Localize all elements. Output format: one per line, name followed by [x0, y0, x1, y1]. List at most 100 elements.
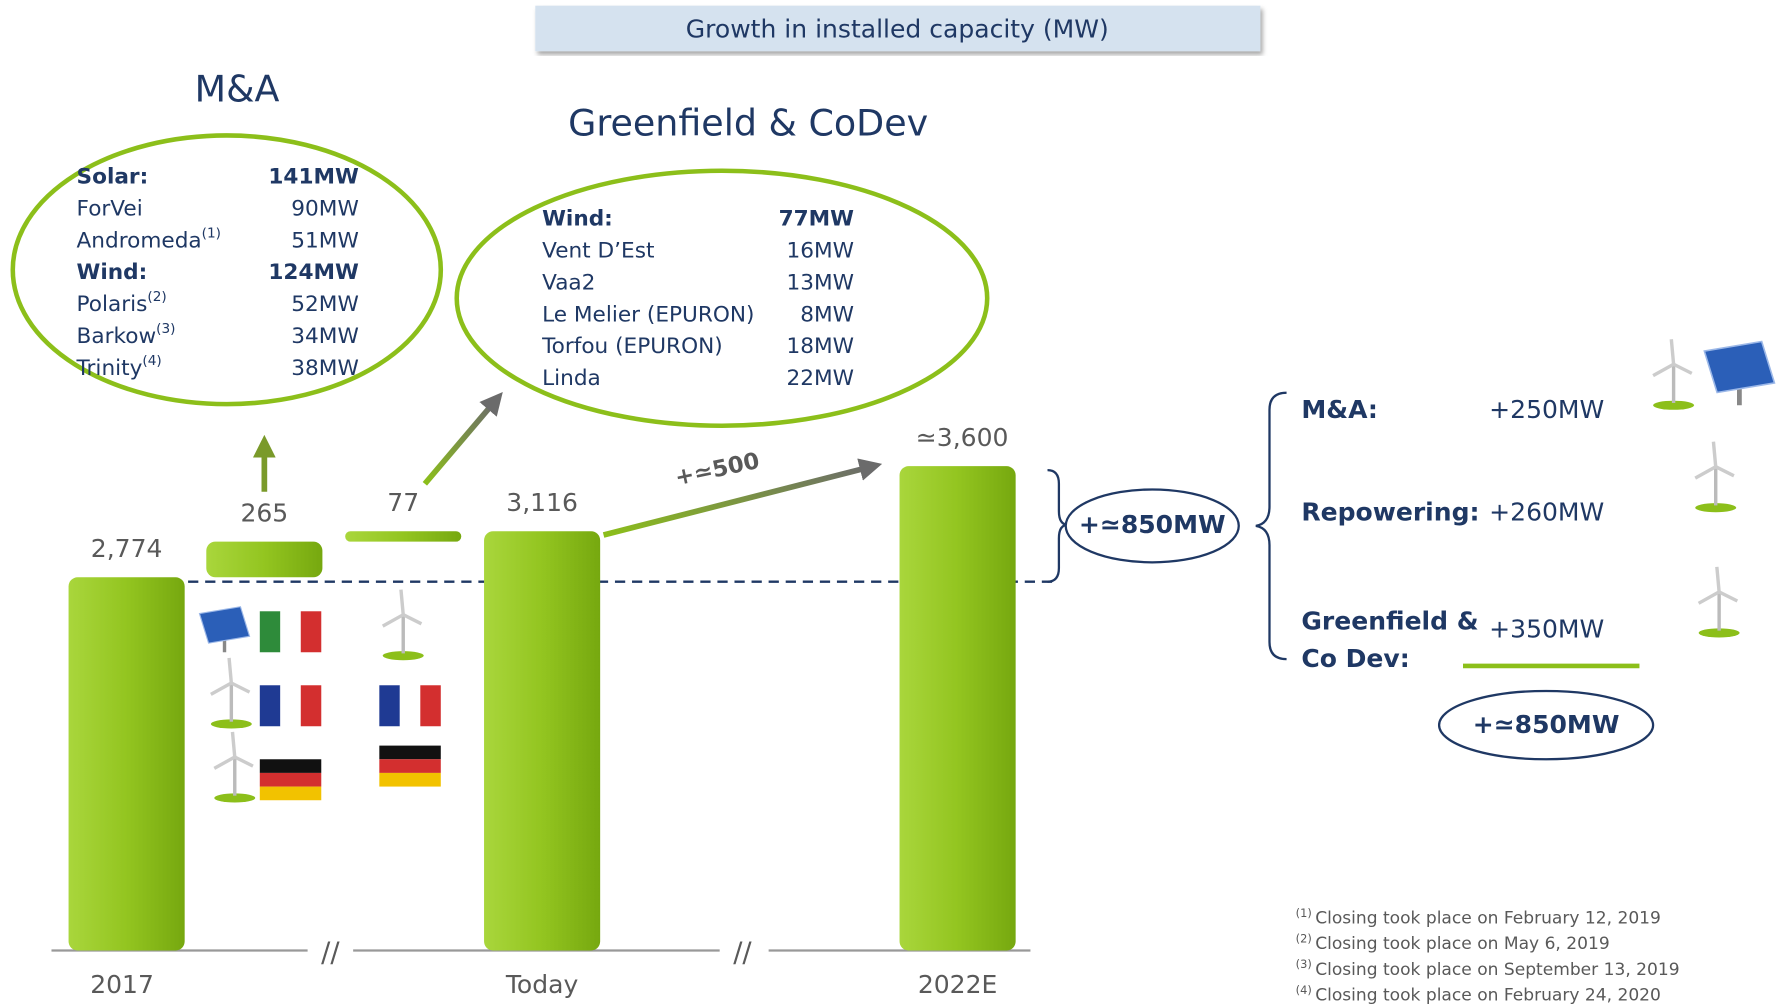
- row-name-text: Vent D’Est: [542, 239, 654, 264]
- icon-blade: [214, 757, 234, 768]
- row-value: 16MW: [786, 239, 854, 264]
- flag-stripe: [379, 759, 440, 773]
- solar-icon: [1704, 341, 1774, 405]
- value-label: ≃3,600: [916, 423, 1009, 452]
- footnote: (2)Closing took place on May 6, 2019: [1296, 931, 1610, 954]
- icon-blade: [1699, 592, 1719, 603]
- row-name: Torfou (EPURON): [541, 334, 723, 359]
- axis-break: //: [321, 937, 340, 968]
- footnote-ref: (3): [156, 321, 175, 337]
- brace: [1256, 393, 1287, 659]
- flag-stripe: [301, 611, 321, 652]
- row-name-text: Barkow: [77, 324, 157, 349]
- row-name: Solar:: [77, 165, 149, 190]
- row-name: Linda: [542, 366, 601, 391]
- row-name: Andromeda(1): [77, 225, 221, 253]
- row-value: 8MW: [800, 302, 854, 327]
- footnote: (3)Closing took place on September 13, 2…: [1296, 957, 1680, 980]
- breakdown-label: Co Dev:: [1301, 644, 1409, 673]
- footnote-ref: (3): [1296, 957, 1312, 971]
- bar: [206, 542, 322, 578]
- row-name-text: Trinity: [76, 356, 143, 381]
- icon-blade: [1674, 364, 1692, 373]
- icon-blade: [1695, 467, 1715, 478]
- flag-icon: [260, 759, 321, 800]
- breakdown-label: M&A:: [1301, 395, 1378, 424]
- flag-stripe: [280, 611, 300, 652]
- bar: [345, 531, 461, 541]
- wind-icon: [214, 732, 255, 803]
- row-name-text: Andromeda: [77, 228, 202, 253]
- icon-blade: [1671, 339, 1673, 364]
- icon-blade: [211, 683, 231, 694]
- flag-stripe: [260, 611, 280, 652]
- row-name-text: Torfou (EPURON): [541, 334, 723, 359]
- bar: [69, 577, 185, 950]
- row-name: Vaa2: [542, 270, 595, 295]
- footnote-text: Closing took place on May 6, 2019: [1315, 934, 1610, 954]
- flag-stripe: [420, 685, 440, 726]
- title: Growth in installed capacity (MW): [686, 15, 1109, 44]
- footnote-text: Closing took place on February 12, 2019: [1315, 909, 1661, 929]
- x-tick-label: 2017: [90, 970, 154, 999]
- row-name: Vent D’Est: [542, 239, 654, 264]
- breakdown-value: +260MW: [1489, 497, 1604, 526]
- row-name: Le Melier (EPURON): [542, 302, 754, 327]
- row-value: 124MW: [268, 260, 359, 285]
- row-name: Wind:: [77, 260, 148, 285]
- wind-icon: [1695, 442, 1736, 513]
- row-name-text: Polaris: [77, 292, 148, 317]
- row-value: 18MW: [786, 334, 854, 359]
- solar-icon: [199, 607, 249, 653]
- wind-icon: [1653, 339, 1694, 410]
- icon-blade: [401, 590, 403, 615]
- slide: Growth in installed capacity (MW) M&A Gr…: [0, 0, 1782, 1004]
- flag-icon: [379, 685, 440, 726]
- bar: [900, 466, 1016, 950]
- breakdown-value: +250MW: [1489, 395, 1604, 424]
- breakdown-value: +350MW: [1489, 615, 1604, 644]
- footnote-ref: (1): [1296, 905, 1312, 919]
- bracket-label: +≃850MW: [1079, 510, 1226, 539]
- flag-stripe: [260, 759, 321, 773]
- icon-blade: [229, 658, 231, 683]
- value-label: 265: [240, 498, 288, 527]
- icon-blade: [1713, 442, 1715, 467]
- flag-stripe: [400, 685, 420, 726]
- row-value: 77MW: [779, 207, 855, 232]
- flag-stripe: [301, 685, 321, 726]
- ma-title: M&A: [195, 68, 280, 111]
- row-name: Trinity(4): [76, 353, 162, 381]
- row-value: 13MW: [786, 270, 854, 295]
- flag-stripe: [280, 685, 300, 726]
- row-name: Barkow(3): [77, 321, 176, 349]
- arrow: [425, 401, 496, 484]
- footnote-text: Closing took place on September 13, 2019: [1315, 960, 1679, 980]
- flag-icon: [260, 685, 321, 726]
- greenfield-title: Greenfield & CoDev: [568, 102, 928, 145]
- footnote-ref: (4): [142, 353, 161, 369]
- icon-panel: [1704, 341, 1774, 392]
- icon-panel: [199, 607, 249, 643]
- flag-stripe: [260, 787, 321, 801]
- icon-blade: [231, 683, 249, 692]
- wind-icon: [1699, 567, 1740, 638]
- row-value: 90MW: [291, 196, 359, 221]
- icon-blade: [232, 732, 234, 757]
- row-value: 52MW: [291, 292, 359, 317]
- axis-break: //: [733, 937, 752, 968]
- icon-blade: [1717, 567, 1719, 592]
- row-value: 141MW: [268, 165, 359, 190]
- breakdown-total: +≃850MW: [1473, 710, 1620, 739]
- x-tick-label: 2022E: [918, 970, 998, 999]
- breakdown-label: Repowering:: [1301, 497, 1479, 526]
- row-value: 34MW: [291, 324, 359, 349]
- row-value: 38MW: [291, 356, 359, 381]
- value-label: 3,116: [506, 488, 578, 517]
- bar: [484, 531, 600, 950]
- value-label: 2,774: [91, 534, 163, 563]
- flag-stripe: [379, 685, 399, 726]
- footnote-ref: (1): [202, 225, 221, 241]
- row-name-text: Solar:: [77, 165, 149, 190]
- row-name-text: Wind:: [542, 207, 613, 232]
